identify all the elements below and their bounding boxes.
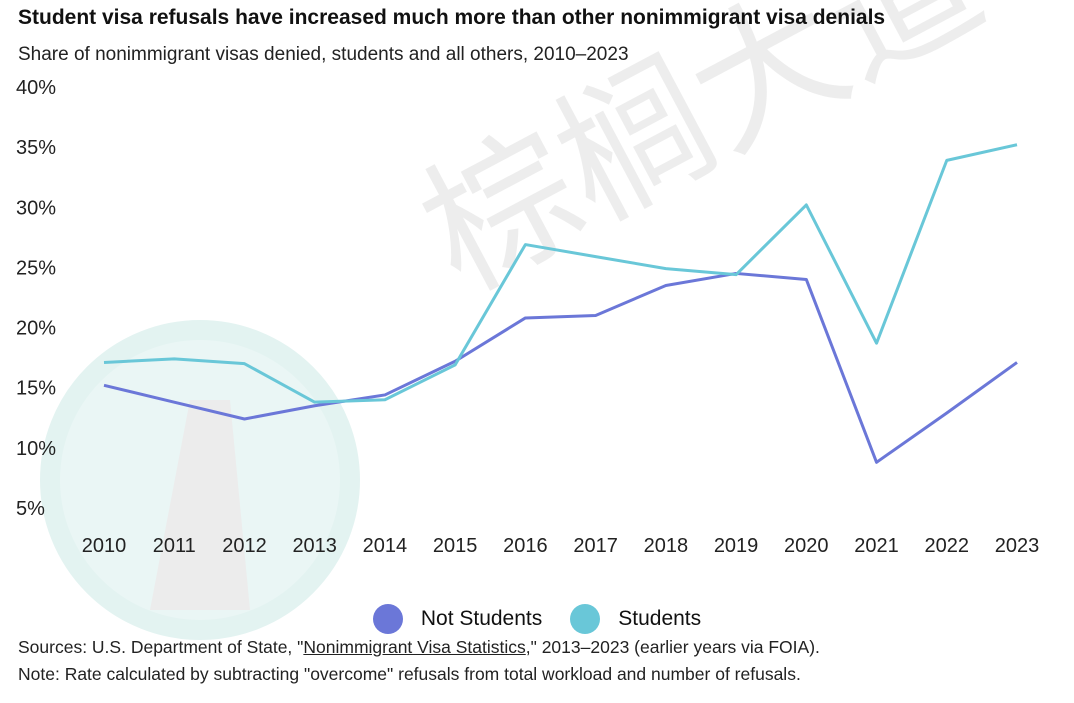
x-tick-label: 2023	[995, 535, 1040, 557]
x-tick-label: 2010	[82, 535, 127, 557]
x-tick-label: 2011	[153, 535, 196, 557]
y-tick-label: 10%	[16, 438, 56, 460]
y-tick-label: 15%	[16, 378, 56, 400]
x-tick-label: 2018	[644, 535, 689, 557]
legend-swatch-students	[570, 604, 601, 634]
series-line-students	[103, 143, 1018, 404]
x-tick-label: 2013	[292, 535, 337, 557]
legend-item-students: Students	[570, 604, 701, 634]
x-tick-label: 2019	[714, 535, 759, 557]
series-line-not-students	[103, 271, 1018, 464]
chart-subtitle: Share of nonimmigrant visas denied, stud…	[18, 44, 629, 65]
y-tick-label: 35%	[16, 137, 56, 159]
legend-swatch-not-students	[372, 604, 403, 634]
source-suffix: ," 2013–2023 (earlier years via FOIA).	[525, 637, 820, 657]
x-tick-label: 2016	[503, 535, 548, 557]
legend-label-students: Students	[618, 607, 702, 630]
source-note: Sources: U.S. Department of State, "Noni…	[18, 637, 820, 658]
y-tick-label: 5%	[16, 498, 45, 520]
x-tick-label: 2021	[854, 535, 899, 557]
y-tick-label: 30%	[16, 197, 56, 219]
x-tick-label: 2012	[222, 535, 267, 557]
footnote: Note: Rate calculated by subtracting "ov…	[18, 664, 801, 684]
line-chart: 5% 10% 15% 20% 25% 30% 35% 40% 2010 2011 2012 2013 2…	[16, 77, 1040, 557]
x-tick-label: 2022	[925, 535, 970, 557]
source-link[interactable]: Nonimmigrant Visa Statistics	[303, 637, 526, 657]
chart-title: Student visa refusals have increased muc…	[18, 6, 886, 29]
source-prefix: Sources: U.S. Department of State, "	[18, 637, 304, 657]
y-tick-label: 40%	[16, 77, 56, 99]
legend: Not Students Students	[0, 604, 1074, 634]
x-tick-label: 2015	[433, 535, 478, 557]
legend-label-not-students: Not Students	[420, 607, 543, 630]
x-tick-label: 2014	[363, 535, 408, 557]
y-tick-label: 25%	[16, 257, 56, 279]
y-tick-label: 20%	[16, 318, 56, 340]
x-tick-label: 2020	[784, 535, 829, 557]
x-tick-label: 2017	[573, 535, 618, 557]
legend-item-not-students: Not Students	[372, 604, 543, 634]
